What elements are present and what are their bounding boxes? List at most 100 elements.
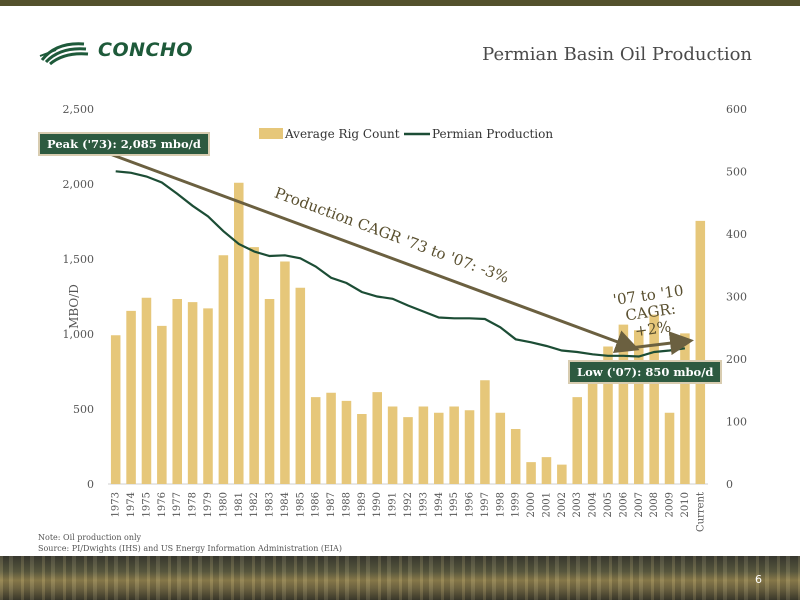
y-right-tick-label: 300 bbox=[726, 291, 747, 304]
bar-rig-count bbox=[434, 412, 444, 484]
y-left-tick-label: 1,500 bbox=[63, 253, 95, 266]
bar-rig-count bbox=[449, 406, 459, 484]
y-right-tick-label: 100 bbox=[726, 416, 747, 429]
x-tick-label: 1986 bbox=[311, 492, 322, 517]
x-tick-label: 2006 bbox=[618, 492, 629, 517]
bar-rig-count bbox=[480, 380, 490, 484]
x-tick-label: 2007 bbox=[634, 492, 645, 517]
x-tick-label: 1985 bbox=[295, 492, 306, 517]
bar-rig-count bbox=[695, 220, 706, 484]
trend-arrow-short bbox=[629, 331, 694, 356]
x-tick-label: 1983 bbox=[265, 492, 276, 517]
line-permian-production bbox=[115, 170, 686, 358]
x-tick-label: 1998 bbox=[495, 492, 506, 517]
legend-label-production: Permian Production bbox=[432, 127, 553, 141]
bar-rig-count bbox=[664, 412, 675, 484]
bar-rig-count bbox=[464, 410, 475, 484]
x-tick-label: 1999 bbox=[511, 492, 522, 517]
y-right-tick-label: 400 bbox=[726, 228, 747, 241]
landscape-footer-image bbox=[0, 556, 800, 600]
bar-rig-count bbox=[172, 299, 182, 484]
bar-rig-count bbox=[157, 325, 167, 484]
permian-production-chart: 0 500 1,000 1,500 2,000 2,500 0 100 200 300 400 500… bbox=[63, 103, 748, 532]
x-tick-label: 1994 bbox=[434, 492, 445, 517]
bar-rig-count bbox=[618, 324, 629, 484]
bar-rig-count bbox=[249, 247, 259, 484]
bar-rig-count bbox=[495, 412, 506, 484]
x-tick-label: 1979 bbox=[203, 492, 214, 517]
bar-rig-count bbox=[203, 308, 213, 484]
bar-rig-count bbox=[141, 297, 152, 484]
x-tick-label: 1992 bbox=[403, 492, 414, 517]
legend-swatch-rig-count bbox=[259, 128, 283, 139]
x-tick-label: 1977 bbox=[172, 492, 183, 517]
y-right-tick-label: 0 bbox=[726, 478, 733, 491]
x-tick-label: 1978 bbox=[188, 492, 199, 517]
bar-rig-count bbox=[126, 310, 136, 484]
x-tick-label: 1973 bbox=[111, 492, 122, 517]
y-left-tick-label: 0 bbox=[87, 478, 94, 491]
x-tick-label: 1988 bbox=[341, 492, 352, 517]
x-tick-label: 1990 bbox=[372, 492, 383, 517]
bar-rig-count bbox=[326, 392, 336, 484]
page-title: Permian Basin Oil Production bbox=[482, 44, 752, 65]
bar-rig-count bbox=[372, 392, 382, 484]
bar-rig-count bbox=[234, 182, 244, 484]
bar-rig-count bbox=[418, 406, 429, 484]
x-tick-label: 1987 bbox=[326, 492, 337, 517]
x-tick-label: 1976 bbox=[157, 492, 168, 517]
bar-rig-count bbox=[310, 397, 321, 484]
x-tick-label: 1974 bbox=[126, 492, 137, 517]
x-tick-label: 1991 bbox=[388, 492, 399, 517]
peak-callout: Peak ('73): 2,085 mbo/d bbox=[38, 132, 210, 156]
bar-rig-count bbox=[603, 346, 613, 484]
bar-rig-count bbox=[110, 335, 121, 484]
legend-label-rig-count: Average Rig Count bbox=[284, 127, 400, 141]
bar-rig-count bbox=[680, 333, 690, 484]
y-right-tick-label: 200 bbox=[726, 353, 747, 366]
bar-rig-count bbox=[557, 464, 567, 484]
x-tick-label: 1995 bbox=[449, 492, 460, 517]
bar-rig-count bbox=[387, 406, 398, 484]
x-tick-label: 2005 bbox=[603, 492, 614, 517]
bar-rig-count bbox=[341, 400, 352, 484]
bar-rig-count bbox=[218, 255, 229, 484]
bar-rig-count bbox=[264, 299, 275, 484]
bar-rig-count bbox=[403, 417, 413, 484]
bar-rig-count bbox=[649, 314, 659, 484]
x-tick-label: 2009 bbox=[665, 492, 676, 517]
y-left-tick-label: 2,000 bbox=[63, 178, 95, 191]
bar-rig-count bbox=[510, 429, 521, 484]
y-left-tick-label: 2,500 bbox=[63, 103, 95, 116]
y-right-tick-label: 600 bbox=[726, 103, 747, 116]
x-tick-label: Current bbox=[695, 492, 706, 532]
x-tick-label: 2010 bbox=[680, 492, 691, 517]
bar-rig-count bbox=[587, 372, 598, 484]
bar-rig-count bbox=[526, 462, 536, 484]
bar-rig-count bbox=[634, 330, 644, 484]
y-axis-label: MBO/D bbox=[67, 284, 81, 329]
page-number: 6 bbox=[755, 573, 762, 586]
x-tick-label: 1989 bbox=[357, 492, 368, 517]
bar-rig-count bbox=[295, 287, 306, 484]
x-tick-label: 1980 bbox=[218, 492, 229, 517]
cagr-long-annotation: Production CAGR '73 to '07: -3% bbox=[272, 184, 511, 287]
footnotes: Note: Oil production only Source: PI/Dwi… bbox=[38, 532, 342, 554]
source-line: Source: PI/Dwights (IHS) and US Energy I… bbox=[38, 544, 342, 553]
x-tick-label: 1996 bbox=[465, 492, 476, 517]
x-tick-label: 2004 bbox=[588, 492, 599, 517]
logo-swoosh-icon bbox=[39, 42, 89, 66]
x-tick-label: 1984 bbox=[280, 492, 291, 517]
bar-rig-count bbox=[187, 302, 198, 484]
x-tick-label: 1997 bbox=[480, 492, 491, 517]
x-tick-label: 2002 bbox=[557, 492, 568, 517]
x-tick-label: 1981 bbox=[234, 492, 245, 517]
top-accent-bar bbox=[0, 0, 800, 6]
bar-rig-count bbox=[572, 397, 582, 484]
x-tick-label: 1993 bbox=[418, 492, 429, 517]
trend-arrow-long bbox=[109, 152, 640, 354]
x-tick-label: 1975 bbox=[141, 492, 152, 517]
x-tick-label: 2001 bbox=[541, 492, 552, 517]
x-tick-label: 2003 bbox=[572, 492, 583, 517]
logo-text: CONCHO bbox=[98, 39, 193, 61]
